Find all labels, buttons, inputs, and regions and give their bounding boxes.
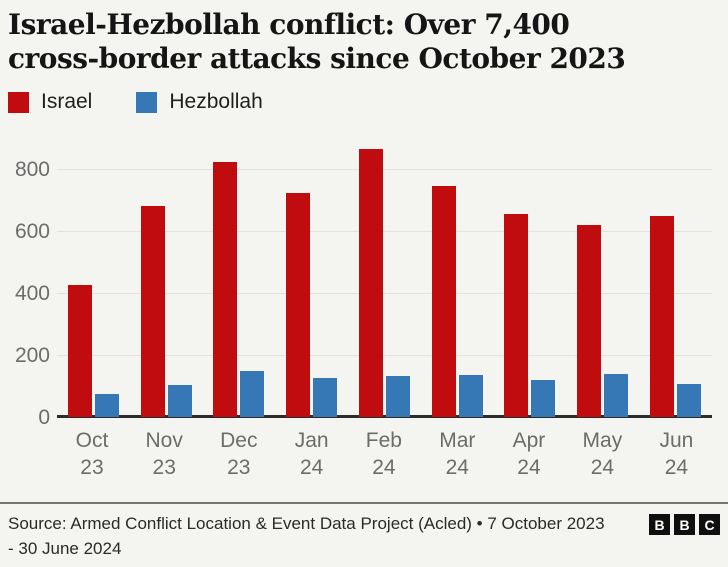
bar-hezbollah-jun-24: [677, 383, 701, 417]
gridline: [57, 355, 712, 356]
plot-area: [57, 138, 712, 418]
x-tick-label: Dec 23: [220, 429, 258, 479]
x-tick-label: Oct 23: [75, 429, 109, 479]
bar-group-mar-24: [431, 138, 483, 417]
x-tick-label: May 24: [582, 429, 623, 479]
gridline: [57, 231, 712, 232]
footer: Source: Armed Conflict Location & Event …: [0, 502, 728, 567]
bar-series: [57, 138, 712, 417]
gridline: [57, 293, 712, 294]
chart-legend: Israel Hezbollah: [0, 76, 728, 114]
bar-hezbollah-nov-23: [167, 384, 192, 417]
bar-israel-apr-24: [504, 213, 529, 417]
legend-label: Hezbollah: [169, 90, 263, 113]
legend-swatch: [8, 91, 29, 113]
legend-item-israel: Israel: [8, 90, 92, 114]
y-tick-label: 600: [14, 220, 50, 243]
legend-label: Israel: [41, 90, 93, 113]
bar-group-oct-23: [67, 138, 119, 417]
bar-group-jan-24: [286, 138, 338, 417]
x-tick-label: Nov 23: [145, 429, 183, 479]
title-line-1: Israel-Hezbollah conflict: Over 7,400: [8, 8, 570, 41]
legend-item-hezbollah: Hezbollah: [136, 90, 263, 114]
x-tick-label: Jun 24: [659, 429, 694, 479]
bar-hezbollah-feb-24: [385, 376, 410, 417]
x-axis-line: [57, 415, 712, 418]
bar-israel-may-24: [577, 225, 602, 417]
bar-hezbollah-dec-23: [240, 370, 265, 417]
bar-group-nov-23: [140, 138, 192, 417]
x-tick-label: Jan 24: [294, 429, 329, 479]
x-tick-label: Mar 24: [439, 429, 476, 479]
bbc-logo-letter: B: [674, 514, 695, 535]
bar-group-feb-24: [358, 138, 410, 417]
bar-israel-nov-23: [140, 205, 165, 417]
bar-israel-dec-23: [213, 162, 238, 417]
bar-group-may-24: [577, 138, 629, 417]
bar-chart: 0 200 400 600 800: [8, 138, 712, 428]
bar-israel-oct-23: [67, 285, 92, 417]
bar-israel-jan-24: [286, 192, 311, 417]
page-title: Israel-Hezbollah conflict: Over 7,400 cr…: [0, 6, 728, 76]
gridline: [57, 169, 712, 170]
source-attribution: Source: Armed Conflict Location & Event …: [8, 514, 605, 558]
bar-group-apr-24: [504, 138, 556, 417]
x-tick-label: Apr 24: [512, 429, 546, 479]
x-axis-labels: Oct 23 Nov 23 Dec 23 Jan 24 Feb 24 Mar 24 Apr …: [57, 427, 712, 481]
bar-hezbollah-jan-24: [313, 377, 338, 417]
bbc-logo-letter: B: [649, 514, 670, 535]
y-tick-label: 800: [14, 158, 50, 181]
bar-hezbollah-mar-24: [458, 374, 483, 417]
y-tick-label: 0: [38, 406, 50, 429]
bbc-logo-letter: C: [699, 514, 720, 535]
x-tick-label: Feb 24: [365, 429, 402, 479]
bar-israel-mar-24: [431, 186, 456, 417]
bar-hezbollah-oct-23: [94, 394, 119, 417]
y-tick-label: 200: [14, 344, 50, 367]
title-line-2: cross-border attacks since October 2023: [8, 42, 626, 75]
y-tick-label: 400: [14, 282, 50, 305]
bbc-logo: B B C: [649, 511, 720, 535]
bar-hezbollah-may-24: [604, 373, 629, 417]
bar-group-dec-23: [213, 138, 265, 417]
bar-israel-feb-24: [358, 149, 383, 417]
bar-israel-jun-24: [650, 216, 674, 417]
bar-group-jun-24: [650, 138, 701, 417]
legend-swatch: [136, 91, 158, 113]
bar-hezbollah-apr-24: [531, 379, 556, 417]
